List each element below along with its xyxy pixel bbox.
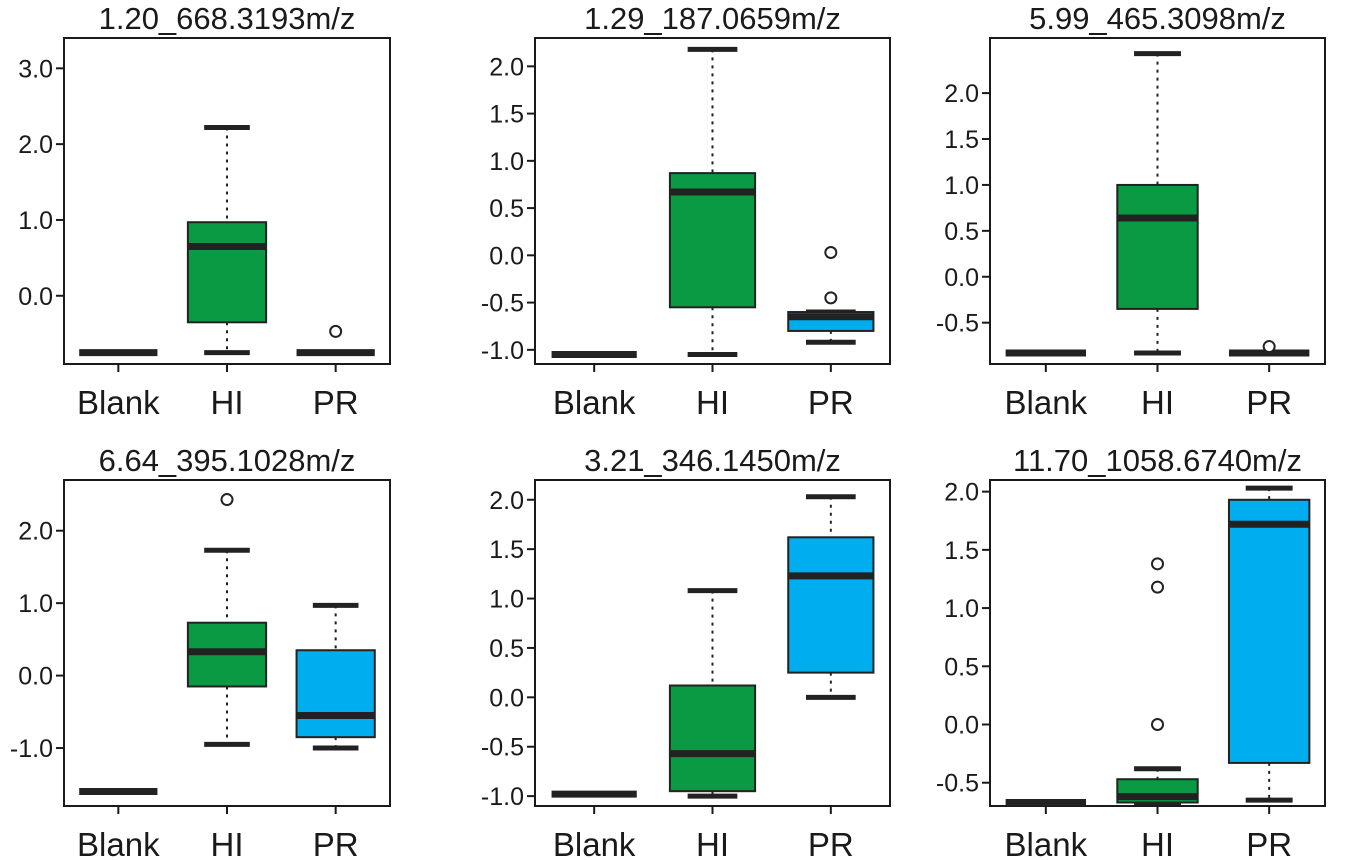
chart-title: 3.21_346.1450m/z <box>584 443 841 478</box>
x-tick-label: Blank <box>553 826 636 860</box>
chart-title: 1.20_668.3193m/z <box>99 1 356 36</box>
x-tick-label: PR <box>313 826 359 860</box>
x-tick-label: Blank <box>77 384 160 421</box>
box-hi <box>186 493 268 747</box>
x-tick-label: Blank <box>553 384 636 421</box>
x-tick-label: Blank <box>1005 384 1088 421</box>
box-body <box>787 536 875 674</box>
box-pr <box>296 324 375 357</box>
x-tick-label: HI <box>211 384 244 421</box>
outlier-point <box>824 245 838 259</box>
x-tick-label: Blank <box>1005 826 1088 860</box>
outlier-point <box>329 324 343 338</box>
x-tick-label: HI <box>1141 384 1174 421</box>
box-hi <box>668 46 757 358</box>
y-tick-label: 0.5 <box>489 635 524 663</box>
x-tick-label: PR <box>808 384 854 421</box>
x-tick-label: PR <box>1246 384 1292 421</box>
y-tick-label: -0.5 <box>481 290 524 318</box>
box-body <box>186 221 268 324</box>
y-tick-label: 1.0 <box>18 590 53 618</box>
box-hi <box>1116 51 1199 356</box>
y-tick-label: 2.0 <box>18 518 53 546</box>
y-tick-label: 2.0 <box>944 479 979 507</box>
y-tick-label: 0.5 <box>944 653 979 681</box>
chart-title: 5.99_465.3098m/z <box>1029 1 1286 36</box>
y-tick-label: 0.0 <box>944 264 979 292</box>
x-tick-label: PR <box>313 384 359 421</box>
box-body <box>295 649 376 739</box>
panel-5: 3.21_346.1450m/z 2.0 1.5 1.0 0.5 0.0 -0.5 -1.0 B… <box>481 443 891 860</box>
chart-title: 1.29_187.0659m/z <box>584 1 841 36</box>
box-hi <box>668 588 757 799</box>
panel-2: 1.29_187.0659m/z 2.0 1.5 1.0 0.5 0.0 -0.5 -1.0 B… <box>481 1 891 421</box>
y-tick-label: 1.0 <box>944 172 979 200</box>
y-tick-label: -0.5 <box>481 734 524 762</box>
x-tick-label: PR <box>808 826 854 860</box>
box-pr <box>1227 485 1311 803</box>
y-tick-label: 0.0 <box>944 712 979 740</box>
y-tick-label: 1.0 <box>944 595 979 623</box>
y-tick-label: 0.5 <box>489 195 524 223</box>
y-tick-label: 2.0 <box>944 80 979 108</box>
outlier-point <box>220 493 234 507</box>
y-tick-label: 2.0 <box>489 53 524 81</box>
x-tick-label: HI <box>1141 826 1174 860</box>
panel-3: 5.99_465.3098m/z 2.0 1.5 1.0 0.5 0.0 -0.5 Blank… <box>936 1 1326 421</box>
box-pr <box>787 494 875 700</box>
y-tick-label: 1.5 <box>489 536 524 564</box>
y-tick-label: -1.0 <box>10 735 53 763</box>
x-tick-label: PR <box>1246 826 1292 860</box>
y-tick-label: 0.0 <box>18 663 53 691</box>
x-tick-label: HI <box>211 826 244 860</box>
y-tick-label: 0.0 <box>18 283 53 311</box>
box-pr <box>295 602 376 751</box>
outlier-point <box>1262 340 1276 354</box>
x-tick-label: HI <box>696 826 729 860</box>
y-tick-label: -0.5 <box>936 770 979 798</box>
box-hi <box>186 124 268 356</box>
y-tick-label: 2.0 <box>489 487 524 515</box>
y-tick-label: 1.5 <box>944 537 979 565</box>
box-hi <box>1116 557 1199 806</box>
box-body <box>1227 498 1311 764</box>
y-tick-label: 0.0 <box>489 684 524 712</box>
y-tick-label: 1.0 <box>489 148 524 176</box>
y-tick-label: 1.0 <box>18 207 53 235</box>
y-tick-label: 1.5 <box>489 101 524 129</box>
outlier-point <box>1151 580 1164 594</box>
y-tick-label: 0.5 <box>944 218 979 246</box>
chart-title: 6.64_395.1028m/z <box>99 443 356 478</box>
x-tick-label: HI <box>696 384 729 421</box>
y-tick-label: -1.0 <box>481 337 524 365</box>
panel-4: 6.64_395.1028m/z 2.0 1.0 0.0 -1.0 Blank HI PR <box>10 443 391 860</box>
y-tick-label: 1.0 <box>489 586 524 614</box>
y-tick-label: 3.0 <box>18 55 53 83</box>
outlier-point <box>824 291 838 305</box>
y-tick-label: -1.0 <box>481 783 524 811</box>
outlier-point <box>1151 718 1164 731</box>
y-tick-label: 1.5 <box>944 126 979 154</box>
chart-title: 11.70_1058.6740m/z <box>1013 443 1302 478</box>
box-body <box>668 684 757 793</box>
panel-6: 11.70_1058.6740m/z 2.0 1.5 1.0 0.5 0.0 -0.5 Bla… <box>936 443 1326 860</box>
y-tick-label: 2.0 <box>18 131 53 159</box>
panel-1: 1.20_668.3193m/z 3.0 2.0 1.0 0.0 Blank HI PR <box>18 1 391 421</box>
box-pr <box>787 245 875 345</box>
y-tick-label: 0.0 <box>489 242 524 270</box>
box-body <box>1116 183 1199 310</box>
box-pr <box>1228 340 1310 357</box>
x-tick-label: Blank <box>77 826 160 860</box>
y-tick-label: -0.5 <box>936 310 979 338</box>
outlier-point <box>1151 557 1164 571</box>
